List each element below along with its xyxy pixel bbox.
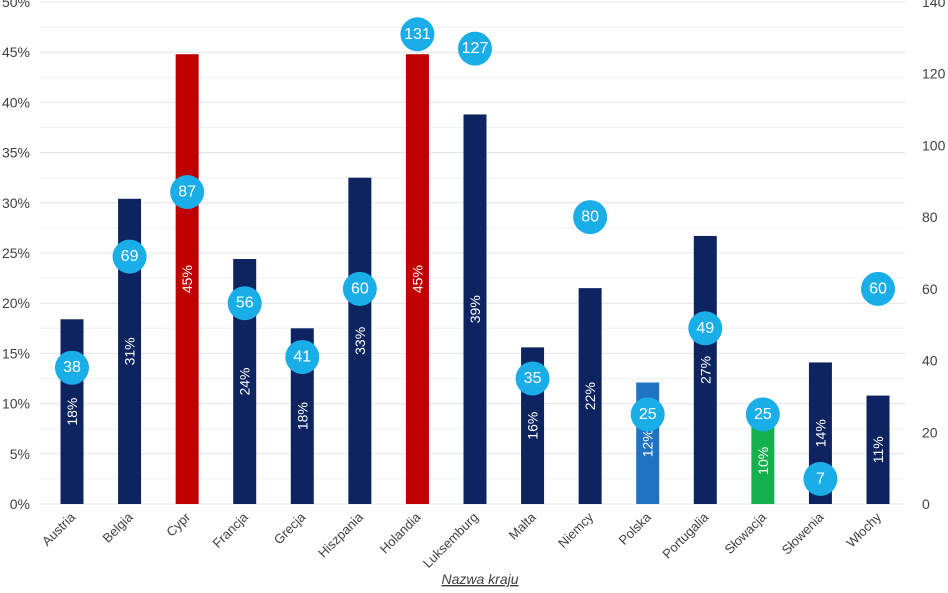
y-tick-label: 30%: [2, 195, 30, 211]
bar: [693, 235, 717, 504]
count-marker: [342, 271, 377, 306]
bar: [118, 198, 142, 504]
count-marker: [515, 361, 550, 396]
bar-data-label: 45%: [179, 265, 195, 293]
bar-data-label: 10%: [755, 447, 771, 475]
count-marker: [745, 397, 780, 432]
count-marker: [573, 200, 608, 235]
category-label: Austria: [39, 509, 79, 549]
bar-data-label: 45%: [409, 265, 425, 293]
bar-data-label: 27%: [697, 356, 713, 384]
count-data-label: 87: [178, 184, 196, 201]
count-data-label: 38: [63, 359, 81, 376]
y-tick-label: 35%: [2, 145, 30, 161]
bar-data-label: 31%: [122, 337, 138, 365]
count-marker: [861, 271, 895, 306]
bar: [175, 54, 199, 504]
bar-data-label: 22%: [582, 382, 598, 410]
category-label: Francja: [210, 509, 252, 551]
y-tick-label: 5%: [10, 446, 30, 462]
y2-tick-label: 100: [922, 137, 946, 153]
y2-tick-label: 0: [922, 496, 930, 512]
count-data-label: 131: [404, 26, 431, 43]
y2-tick-label: 140: [922, 0, 946, 10]
category-label: Holandia: [377, 509, 424, 556]
bar-data-label: 33%: [352, 327, 368, 355]
bar-data-label: 18%: [64, 398, 80, 426]
count-marker: [400, 17, 435, 52]
count-marker: [803, 461, 838, 496]
y2-tick-label: 120: [922, 66, 946, 82]
count-data-label: 35: [524, 370, 542, 387]
bar-data-label: 11%: [870, 436, 886, 463]
count-data-label: 25: [754, 406, 772, 423]
count-marker: [688, 311, 723, 346]
count-data-label: 80: [581, 209, 599, 226]
count-data-label: 56: [236, 295, 254, 312]
bar: [578, 288, 602, 504]
count-data-label: 69: [121, 248, 139, 265]
count-data-label: 127: [462, 40, 489, 57]
bar-data-label: 14%: [812, 419, 828, 447]
bar: [405, 54, 429, 504]
category-label: Malta: [506, 509, 540, 543]
count-data-label: 7: [816, 470, 825, 487]
count-marker: [458, 31, 492, 66]
count-marker: [630, 397, 665, 432]
category-label: Słowacja: [722, 509, 770, 557]
bar-data-label: 24%: [237, 367, 253, 395]
y-tick-label: 20%: [2, 295, 30, 311]
y2-tick-label: 60: [922, 281, 938, 297]
bar-data-label: 12%: [640, 429, 656, 457]
bar-data-label: 39%: [467, 295, 483, 323]
count-data-label: 49: [696, 320, 714, 337]
category-label: Polska: [616, 509, 655, 548]
count-marker: [55, 350, 89, 385]
y-tick-label: 50%: [2, 0, 30, 10]
bar-data-label: 16%: [525, 412, 541, 440]
category-label: Hiszpania: [315, 509, 367, 561]
category-label: Włochy: [843, 509, 884, 550]
y-tick-label: 25%: [2, 245, 30, 261]
count-marker: [112, 239, 147, 274]
bar-data-label: 18%: [294, 402, 310, 430]
y-tick-label: 10%: [2, 396, 30, 412]
category-label: Luksemburg: [420, 510, 481, 571]
y2-tick-label: 40: [922, 353, 938, 369]
category-label: Niemcy: [555, 509, 597, 551]
count-data-label: 41: [293, 348, 311, 365]
bar: [348, 177, 372, 504]
count-data-label: 60: [351, 280, 369, 297]
bar: [233, 259, 257, 504]
left-axis: 0% 5% 10% 15% 20% 25% 30% 35% 40% 45% 50%: [2, 0, 30, 512]
y2-tick-label: 20: [922, 424, 938, 440]
count-marker: [227, 286, 262, 321]
y-tick-label: 45%: [2, 44, 30, 60]
y-tick-label: 15%: [2, 345, 30, 361]
count-marker: [285, 339, 320, 374]
category-label: Cypr: [163, 509, 193, 539]
bars: 18% 38 31% 69 45% 87 24% 56 18% 41 33% 60 45% 131 39% 1…: [55, 17, 895, 504]
y-tick-label: 0%: [10, 496, 30, 512]
count-data-label: 25: [639, 406, 657, 423]
category-label: Belgia: [100, 509, 137, 546]
category-label: Słowenia: [779, 509, 827, 557]
category-label: Portugalia: [659, 509, 712, 562]
category-label: Grecja: [271, 509, 309, 547]
y-tick-label: 40%: [2, 94, 30, 110]
right-axis: 0 20 40 60 80 100 120 140: [922, 0, 946, 512]
count-data-label: 60: [869, 280, 887, 297]
y2-tick-label: 80: [922, 209, 938, 225]
category-labels: Austria Belgia Cypr Francja Grecja Hiszpania H…: [39, 509, 885, 571]
bar: [463, 114, 487, 504]
bar: [866, 395, 890, 504]
x-axis-title: Nazwa kraju: [441, 571, 518, 587]
count-marker: [170, 175, 205, 210]
